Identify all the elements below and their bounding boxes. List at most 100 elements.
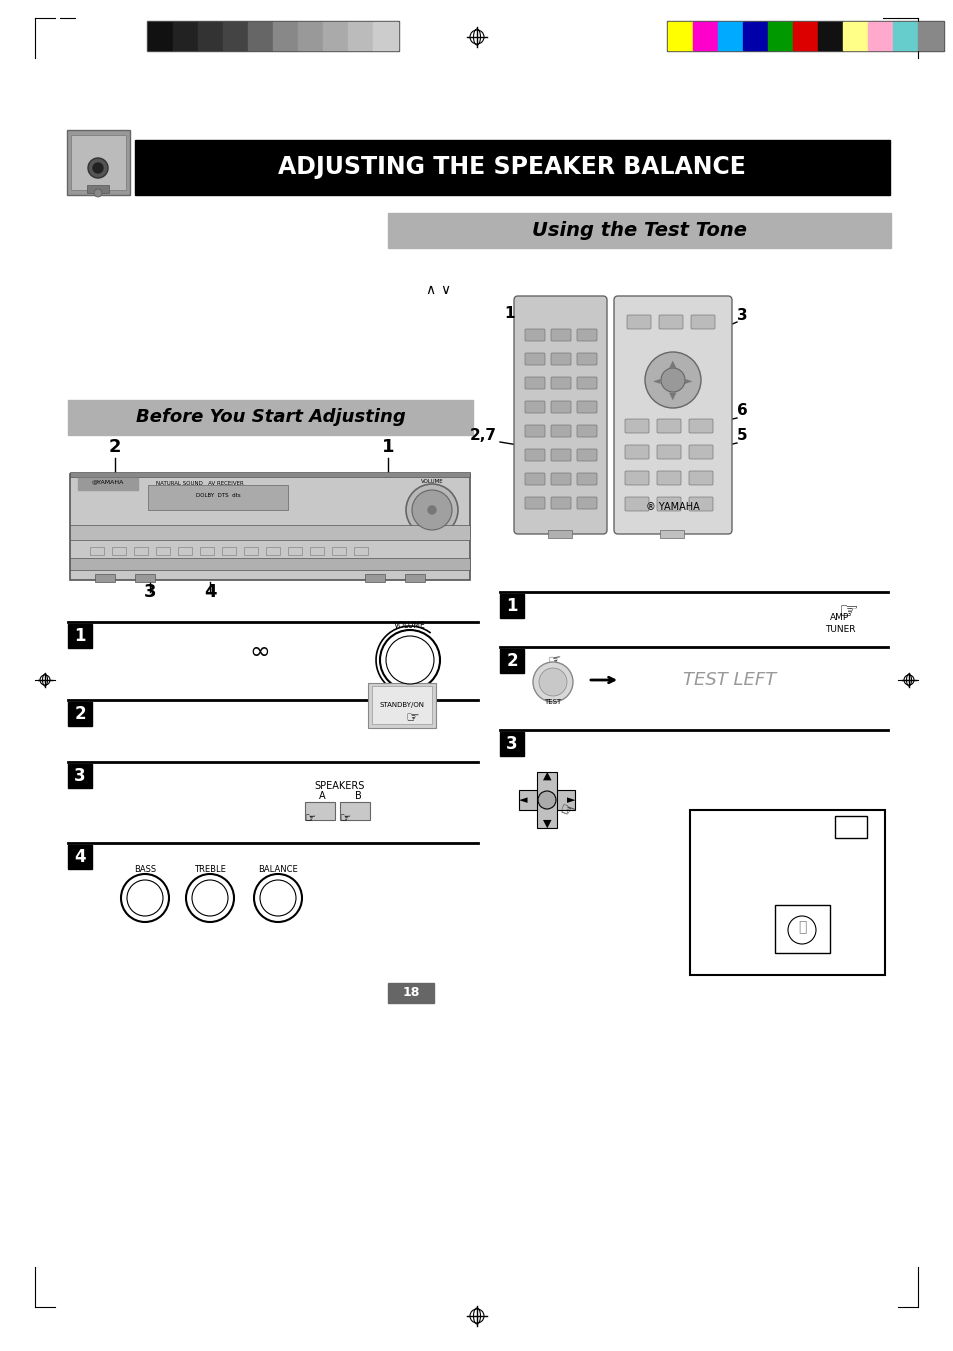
Circle shape	[406, 484, 457, 536]
FancyBboxPatch shape	[551, 401, 571, 413]
Text: TEST: TEST	[544, 698, 561, 705]
Bar	[388, 984, 434, 1002]
FancyBboxPatch shape	[659, 315, 682, 330]
Bar	[499, 648, 523, 673]
Bar	[372, 686, 432, 724]
Text: BALANCE: BALANCE	[258, 865, 297, 874]
Circle shape	[192, 880, 228, 916]
Bar	[70, 474, 470, 580]
Bar	[842, 22, 867, 50]
Text: 2: 2	[506, 653, 517, 670]
Text: ☞: ☞	[837, 603, 857, 621]
Circle shape	[428, 507, 436, 513]
Circle shape	[412, 490, 452, 530]
Bar	[297, 22, 323, 50]
Bar	[742, 22, 767, 50]
FancyBboxPatch shape	[624, 444, 648, 459]
FancyBboxPatch shape	[524, 330, 544, 340]
FancyBboxPatch shape	[524, 449, 544, 461]
Text: 3: 3	[506, 735, 517, 753]
Bar	[332, 547, 346, 555]
FancyBboxPatch shape	[524, 497, 544, 509]
Bar	[148, 22, 172, 50]
FancyBboxPatch shape	[624, 419, 648, 434]
Bar	[518, 790, 575, 811]
Bar	[917, 22, 942, 50]
Text: ▼: ▼	[542, 819, 551, 830]
FancyBboxPatch shape	[577, 473, 597, 485]
FancyBboxPatch shape	[657, 471, 680, 485]
Bar	[774, 905, 829, 952]
Bar	[70, 558, 470, 570]
Text: ON ▲: ON ▲	[308, 807, 324, 811]
Bar	[368, 684, 436, 728]
Circle shape	[92, 163, 103, 173]
FancyBboxPatch shape	[688, 497, 712, 511]
Bar	[373, 22, 397, 50]
FancyBboxPatch shape	[551, 449, 571, 461]
FancyBboxPatch shape	[551, 353, 571, 365]
Text: ☞: ☞	[557, 800, 577, 821]
Text: ☞: ☞	[305, 812, 315, 825]
Bar	[70, 471, 470, 477]
Text: ☞: ☞	[546, 653, 562, 669]
Bar	[365, 574, 385, 582]
FancyBboxPatch shape	[577, 426, 597, 436]
Text: ® YAMAHA: ® YAMAHA	[645, 503, 700, 512]
Circle shape	[537, 790, 556, 809]
Bar	[817, 22, 842, 50]
Bar	[198, 22, 223, 50]
Circle shape	[787, 916, 815, 944]
FancyBboxPatch shape	[614, 296, 731, 534]
Circle shape	[88, 158, 108, 178]
Text: 5: 5	[736, 428, 746, 443]
Bar	[834, 816, 866, 838]
Text: ▼: ▼	[669, 390, 676, 401]
Text: ∧: ∧	[424, 282, 435, 297]
Bar	[244, 547, 257, 555]
Bar	[323, 22, 348, 50]
Bar	[405, 574, 424, 582]
FancyBboxPatch shape	[624, 497, 648, 511]
Bar	[354, 547, 368, 555]
Text: Using the Test Tone: Using the Test Tone	[532, 220, 747, 239]
Bar	[135, 141, 889, 195]
Text: 2,7: 2,7	[470, 428, 497, 443]
FancyBboxPatch shape	[577, 497, 597, 509]
Bar	[147, 22, 398, 51]
Circle shape	[379, 630, 439, 690]
FancyBboxPatch shape	[514, 296, 606, 534]
Text: 3: 3	[144, 584, 156, 601]
Bar	[68, 765, 91, 788]
FancyBboxPatch shape	[551, 377, 571, 389]
Text: B: B	[355, 790, 361, 801]
Circle shape	[260, 880, 295, 916]
FancyBboxPatch shape	[577, 353, 597, 365]
Text: 1: 1	[504, 305, 515, 322]
FancyBboxPatch shape	[688, 471, 712, 485]
Text: VOLUME: VOLUME	[394, 621, 425, 630]
Text: ►: ►	[684, 376, 692, 385]
Bar	[867, 22, 892, 50]
FancyBboxPatch shape	[577, 401, 597, 413]
Circle shape	[94, 189, 102, 197]
FancyBboxPatch shape	[524, 353, 544, 365]
Bar	[288, 547, 302, 555]
Bar	[892, 22, 917, 50]
Bar	[666, 22, 943, 51]
Bar	[248, 22, 273, 50]
FancyBboxPatch shape	[624, 471, 648, 485]
Text: 6: 6	[736, 403, 746, 417]
Bar	[148, 485, 288, 509]
Text: ►: ►	[566, 794, 575, 805]
Bar	[70, 526, 470, 540]
Bar	[78, 478, 138, 490]
FancyBboxPatch shape	[524, 426, 544, 436]
Text: DOLBY  DTS  dts: DOLBY DTS dts	[195, 493, 240, 499]
Bar	[718, 22, 742, 50]
Bar	[273, 22, 297, 50]
Text: @YAMAHA: @YAMAHA	[91, 480, 124, 484]
Text: ◄: ◄	[653, 376, 660, 385]
Text: 3: 3	[74, 767, 86, 785]
Bar	[172, 22, 198, 50]
